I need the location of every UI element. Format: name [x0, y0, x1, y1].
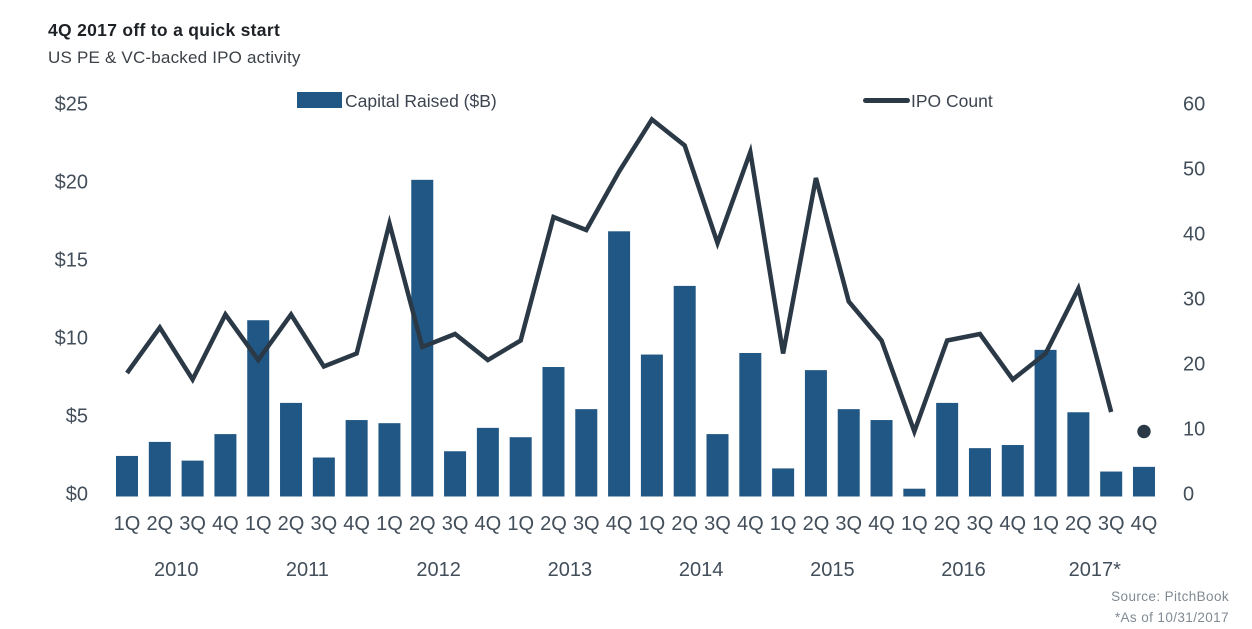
bar-4q-2011 — [345, 420, 368, 497]
bar-2q-2013 — [542, 367, 565, 497]
x-axis-quarter-label-4q-2013: 4Q — [606, 513, 633, 535]
bar-3q-2011 — [312, 457, 335, 497]
bar-4q-2010 — [214, 434, 237, 497]
bar-3q-2010 — [181, 460, 204, 497]
x-axis-quarter-label-1q-2016: 1Q — [901, 513, 928, 535]
bar-1q-2016 — [903, 488, 926, 497]
bar-4q-2014 — [739, 352, 762, 497]
bar-2q-2015 — [804, 370, 827, 497]
x-axis-quarter-label-1q-2014: 1Q — [639, 513, 666, 535]
x-axis-quarter-label-1q-2015: 1Q — [770, 513, 797, 535]
bar-1q-2011 — [247, 320, 270, 497]
chart-title: 4Q 2017 off to a quick start — [48, 20, 281, 40]
bar-2q-2012 — [411, 179, 434, 497]
x-axis-quarter-label-4q-2010: 4Q — [212, 513, 239, 535]
x-axis-quarter-label-1q-2013: 1Q — [507, 513, 534, 535]
bar-3q-2015 — [837, 409, 860, 497]
x-axis-quarter-label-4q-2015: 4Q — [868, 513, 895, 535]
bar-3q-2012 — [444, 451, 467, 497]
source-credit: Source: PitchBook — [1111, 589, 1229, 604]
right-axis-tick-50: 50 — [1183, 159, 1205, 181]
left-axis-tick-25: $25 — [55, 94, 88, 116]
x-axis-quarter-label-3q-2014: 3Q — [704, 513, 731, 535]
x-axis-quarter-label-3q-2011: 3Q — [310, 513, 337, 535]
x-axis-quarter-label-2q-2016: 2Q — [934, 513, 961, 535]
bar-2q-2014 — [673, 285, 696, 497]
bar-3q-2013 — [575, 409, 598, 497]
bar-2q-2016 — [936, 402, 959, 497]
x-axis-quarter-label-2q-2015: 2Q — [803, 513, 830, 535]
x-axis-quarter-label-4q-2012: 4Q — [475, 513, 502, 535]
right-axis-tick-0: 0 — [1183, 484, 1194, 506]
right-axis-tick-40: 40 — [1183, 224, 1205, 246]
bar-1q-2012 — [378, 423, 401, 497]
bar-4q-2017 — [1132, 466, 1155, 497]
x-axis-quarter-label-2q-2010: 2Q — [146, 513, 173, 535]
x-axis-quarter-label-3q-2016: 3Q — [967, 513, 994, 535]
right-axis-tick-30: 30 — [1183, 289, 1205, 311]
x-axis-quarter-label-2q-2014: 2Q — [671, 513, 698, 535]
left-axis-tick-15: $15 — [55, 250, 88, 272]
bar-1q-2013 — [509, 437, 532, 497]
bar-1q-2015 — [772, 468, 795, 497]
x-axis-quarter-label-1q-2010: 1Q — [114, 513, 141, 535]
bar-2q-2010 — [148, 441, 171, 497]
left-axis-tick-20: $20 — [55, 172, 88, 194]
bar-1q-2010 — [116, 455, 138, 497]
left-axis-tick-5: $5 — [66, 406, 88, 428]
bar-4q-2013 — [608, 231, 631, 497]
x-axis-year-label-2013: 2013 — [548, 559, 593, 581]
right-axis-tick-20: 20 — [1183, 354, 1205, 376]
left-axis-tick-10: $10 — [55, 328, 88, 350]
bar-3q-2017 — [1100, 471, 1123, 497]
x-axis-quarter-label-2q-2017: 2Q — [1065, 513, 1092, 535]
x-axis-quarter-label-4q-2017: 4Q — [1131, 513, 1158, 535]
chart-subtitle: US PE & VC-backed IPO activity — [48, 48, 301, 67]
x-axis-quarter-label-2q-2011: 2Q — [278, 513, 305, 535]
x-axis-quarter-label-2q-2013: 2Q — [540, 513, 567, 535]
x-axis-quarter-label-1q-2011: 1Q — [245, 513, 272, 535]
ipo-count-line — [125, 116, 1114, 439]
x-axis-quarter-label-1q-2017: 1Q — [1032, 513, 1059, 535]
legend-bar-swatch — [297, 92, 342, 108]
x-axis-quarter-label-4q-2014: 4Q — [737, 513, 764, 535]
x-axis-quarter-label-4q-2011: 4Q — [343, 513, 370, 535]
x-axis-quarter-label-3q-2013: 3Q — [573, 513, 600, 535]
bar-2q-2017 — [1067, 412, 1090, 497]
bar-1q-2014 — [640, 354, 663, 497]
left-axis-tick-0: $0 — [66, 484, 88, 506]
legend-bar-label: Capital Raised ($B) — [345, 91, 497, 111]
bar-3q-2014 — [706, 434, 729, 497]
x-axis-year-label-2010: 2010 — [154, 559, 199, 581]
legend-line-swatch — [863, 98, 910, 103]
x-axis-year-label-2012: 2012 — [416, 559, 461, 581]
right-axis-tick-10: 10 — [1183, 419, 1205, 441]
x-axis-year-label-2011: 2011 — [286, 559, 329, 581]
x-axis-quarter-label-3q-2010: 3Q — [179, 513, 206, 535]
bar-4q-2012 — [476, 427, 499, 497]
x-axis-quarter-label-3q-2012: 3Q — [442, 513, 469, 535]
x-axis-year-label-2014: 2014 — [679, 559, 724, 581]
ipo-count-partial-dot — [1137, 424, 1151, 439]
right-axis-tick-60: 60 — [1183, 94, 1205, 116]
legend-line-label: IPO Count — [911, 91, 993, 111]
bar-2q-2011 — [280, 402, 303, 497]
x-axis-quarter-label-3q-2015: 3Q — [835, 513, 862, 535]
bar-3q-2016 — [968, 448, 991, 497]
x-axis-year-label-2015: 2015 — [810, 559, 855, 581]
bar-1q-2017 — [1034, 349, 1057, 497]
x-axis-quarter-label-1q-2012: 1Q — [376, 513, 403, 535]
as-of-note: *As of 10/31/2017 — [1114, 610, 1229, 625]
bar-4q-2015 — [870, 420, 893, 497]
x-axis-quarter-label-2q-2012: 2Q — [409, 513, 436, 535]
x-axis-year-label-2016: 2016 — [941, 559, 986, 581]
x-axis-year-label-2017: 2017* — [1069, 559, 1121, 581]
x-axis-quarter-label-4q-2016: 4Q — [999, 513, 1026, 535]
bar-4q-2016 — [1001, 445, 1024, 497]
x-axis-quarter-label-3q-2017: 3Q — [1098, 513, 1125, 535]
